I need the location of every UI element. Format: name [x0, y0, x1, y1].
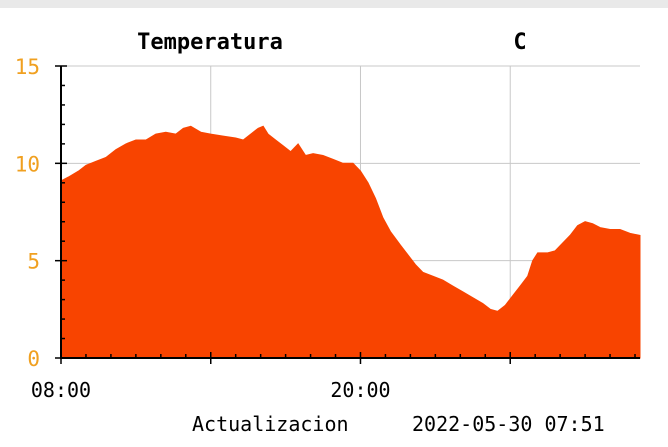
chart-unit: C [513, 30, 526, 55]
tick-labels: 0 5 10 15 08:00 20:00 [15, 55, 391, 402]
y-tick-label-0: 0 [27, 347, 40, 371]
update-label: Actualizacion [192, 412, 349, 436]
x-tick-label-0: 08:00 [31, 378, 91, 402]
y-tick-label-10: 10 [15, 152, 40, 176]
x-tick-label-12: 20:00 [330, 378, 390, 402]
temperature-area [60, 125, 641, 359]
top-bar [0, 0, 668, 8]
chart-title: Temperatura [137, 30, 283, 55]
y-tick-label-15: 15 [15, 55, 40, 79]
y-tick-label-5: 5 [27, 250, 40, 274]
axes [55, 65, 640, 364]
update-datetime: 2022-05-30 07:51 [412, 412, 605, 436]
